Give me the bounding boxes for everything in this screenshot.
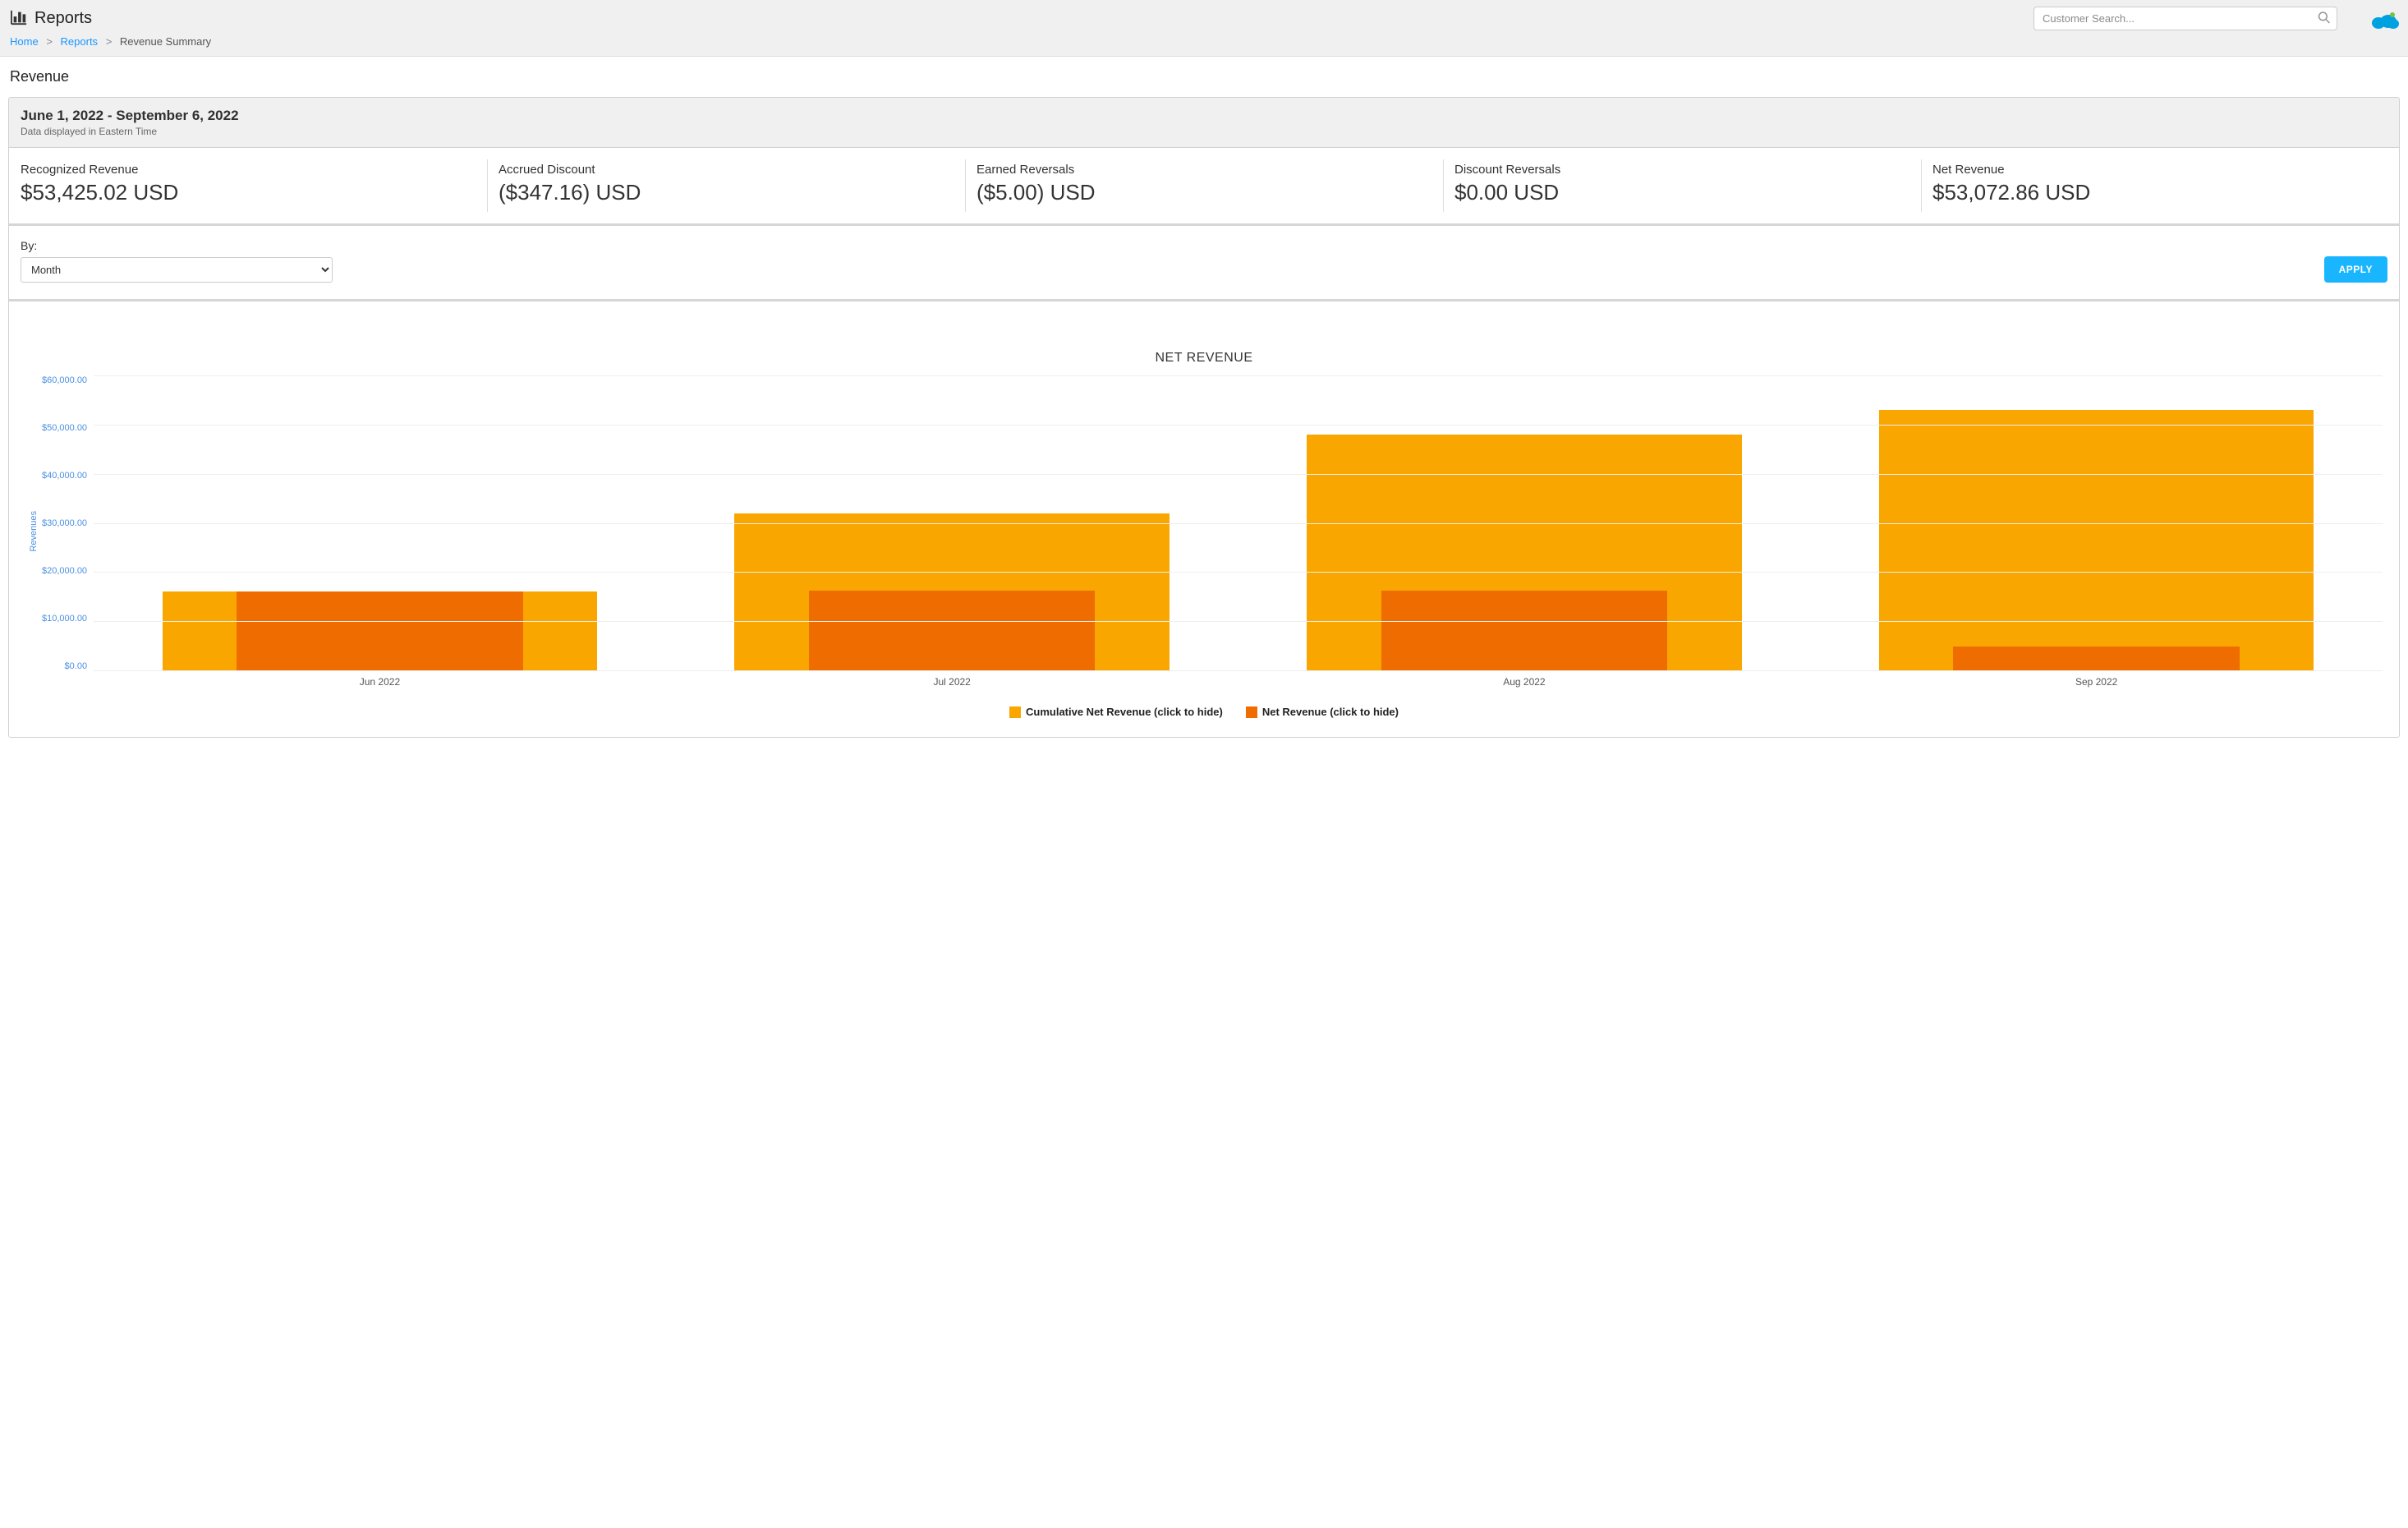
legend-swatch <box>1246 706 1257 718</box>
revenue-card: June 1, 2022 - September 6, 2022 Data di… <box>8 97 2400 738</box>
bar[interactable] <box>1953 647 2239 670</box>
breadcrumb-home[interactable]: Home <box>10 35 39 48</box>
gridline <box>94 523 2383 524</box>
y-tick-label: $10,000.00 <box>42 614 87 624</box>
chart-plot <box>94 375 2383 671</box>
filter-row: By: Month APPLY <box>9 226 2399 301</box>
legend-label: Net Revenue (click to hide) <box>1262 706 1399 718</box>
metric-tile: Discount Reversals $0.00 USD <box>1443 148 1921 223</box>
gridline <box>94 670 2383 671</box>
legend-item[interactable]: Cumulative Net Revenue (click to hide) <box>1009 706 1223 718</box>
metric-label: Earned Reversals <box>977 163 1431 177</box>
metric-value: ($5.00) USD <box>977 180 1431 205</box>
customer-search[interactable] <box>2033 7 2337 30</box>
metric-tile: Recognized Revenue $53,425.02 USD <box>9 148 487 223</box>
legend-item[interactable]: Net Revenue (click to hide) <box>1246 706 1399 718</box>
metric-value: $53,072.86 USD <box>1932 180 2387 205</box>
metric-label: Recognized Revenue <box>21 163 476 177</box>
metric-label: Discount Reversals <box>1454 163 1909 177</box>
search-input[interactable] <box>2033 7 2337 30</box>
reports-icon <box>10 9 28 28</box>
y-tick-label: $30,000.00 <box>42 518 87 528</box>
filter-by-label: By: <box>21 239 333 252</box>
net-revenue-chart: NET REVENUE Revenues $60,000.00 $50,000.0… <box>9 301 2399 737</box>
filter-by-select[interactable]: Month <box>21 257 333 283</box>
metric-tile: Net Revenue $53,072.86 USD <box>1921 148 2399 223</box>
x-tick-label: Jul 2022 <box>666 671 1238 688</box>
breadcrumb-current: Revenue Summary <box>120 35 211 48</box>
metrics-row: Recognized Revenue $53,425.02 USD Accrued … <box>9 148 2399 226</box>
y-tick-label: $40,000.00 <box>42 471 87 481</box>
y-tick-label: $0.00 <box>42 661 87 671</box>
metric-value: $0.00 USD <box>1454 180 1909 205</box>
card-header: June 1, 2022 - September 6, 2022 Data di… <box>9 98 2399 148</box>
gridline <box>94 621 2383 622</box>
x-tick-label: Jun 2022 <box>94 671 666 688</box>
section-title: Revenue <box>0 57 2408 97</box>
search-icon <box>2318 11 2331 26</box>
x-axis-labels: Jun 2022Jul 2022Aug 2022Sep 2022 <box>94 671 2383 688</box>
y-axis-ticks: $60,000.00 $50,000.00 $40,000.00 $30,000.00… <box>42 375 94 671</box>
breadcrumb: Home > Reports > Revenue Summary <box>10 35 2398 48</box>
y-axis-label: Revenues <box>25 511 42 552</box>
apply-button[interactable]: APPLY <box>2324 256 2387 283</box>
page-title: Reports <box>34 9 92 28</box>
bar[interactable] <box>237 591 522 670</box>
breadcrumb-reports[interactable]: Reports <box>61 35 99 48</box>
bar[interactable] <box>1879 410 2314 670</box>
gridline <box>94 375 2383 376</box>
gridline <box>94 572 2383 573</box>
topbar: Reports Ho <box>0 0 2408 57</box>
x-tick-label: Sep 2022 <box>1810 671 2383 688</box>
breadcrumb-separator: > <box>106 35 113 48</box>
chart-title: NET REVENUE <box>25 351 2383 366</box>
bar[interactable] <box>1381 591 1667 670</box>
legend-swatch <box>1009 706 1021 718</box>
gridline <box>94 425 2383 426</box>
metric-label: Accrued Discount <box>499 163 954 177</box>
timezone-note: Data displayed in Eastern Time <box>21 126 2387 137</box>
date-range: June 1, 2022 - September 6, 2022 <box>21 108 2387 124</box>
x-tick-label: Aug 2022 <box>1238 671 1811 688</box>
salesforce-logo-icon[interactable] <box>2370 10 2398 28</box>
y-tick-label: $20,000.00 <box>42 566 87 576</box>
chart-legend: Cumulative Net Revenue (click to hide) Ne… <box>25 706 2383 720</box>
legend-label: Cumulative Net Revenue (click to hide) <box>1026 706 1223 718</box>
y-tick-label: $60,000.00 <box>42 375 87 385</box>
bar[interactable] <box>809 591 1095 670</box>
breadcrumb-separator: > <box>46 35 53 48</box>
metric-label: Net Revenue <box>1932 163 2387 177</box>
metric-tile: Earned Reversals ($5.00) USD <box>965 148 1443 223</box>
metric-value: $53,425.02 USD <box>21 180 476 205</box>
metric-tile: Accrued Discount ($347.16) USD <box>487 148 965 223</box>
metric-value: ($347.16) USD <box>499 180 954 205</box>
y-tick-label: $50,000.00 <box>42 423 87 433</box>
gridline <box>94 474 2383 475</box>
